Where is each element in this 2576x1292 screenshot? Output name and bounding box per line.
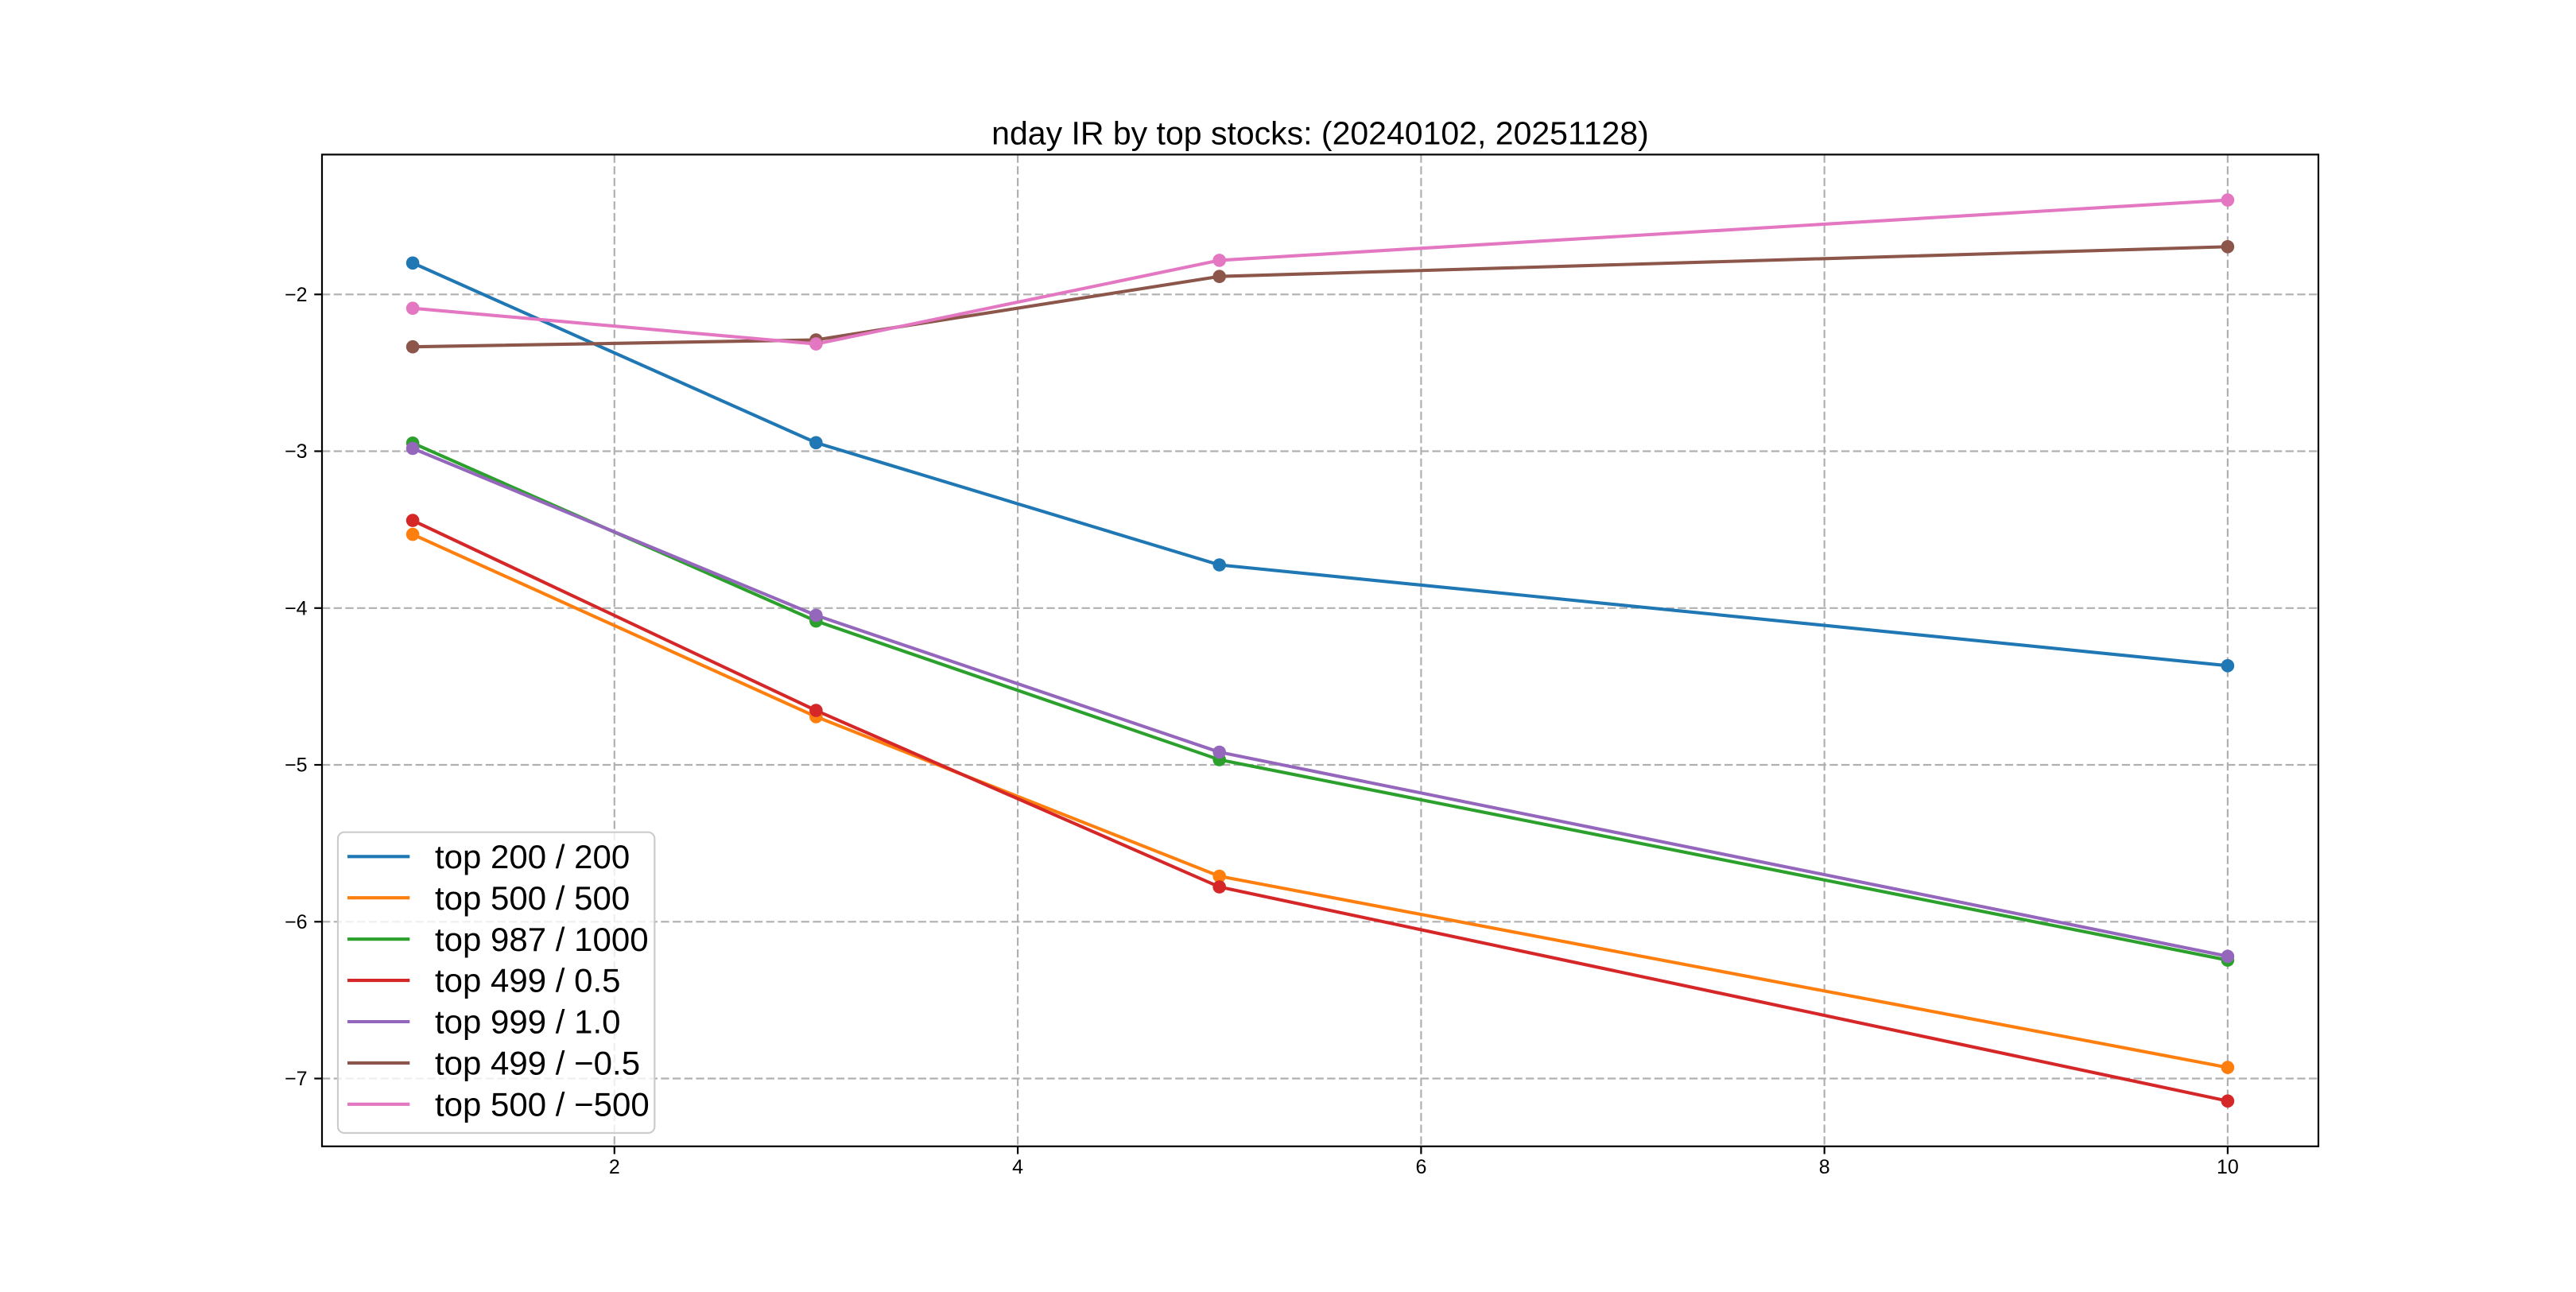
svg-text:top 499 / 0.5: top 499 / 0.5 — [435, 962, 621, 999]
svg-text:−4: −4 — [285, 597, 308, 619]
svg-text:−3: −3 — [285, 440, 308, 463]
svg-text:−7: −7 — [285, 1068, 308, 1090]
svg-text:top 987 / 1000: top 987 / 1000 — [435, 921, 649, 958]
svg-text:8: 8 — [1819, 1156, 1830, 1178]
svg-text:−6: −6 — [285, 911, 308, 933]
svg-text:top 200 / 200: top 200 / 200 — [435, 838, 630, 875]
svg-text:2: 2 — [609, 1156, 620, 1178]
svg-text:top 499 / −0.5: top 499 / −0.5 — [435, 1045, 640, 1082]
svg-text:6: 6 — [1415, 1156, 1426, 1178]
svg-text:10: 10 — [2217, 1156, 2239, 1178]
svg-text:top 999 / 1.0: top 999 / 1.0 — [435, 1003, 621, 1041]
svg-text:nday IR by top stocks: (202401: nday IR by top stocks: (20240102, 202511… — [991, 115, 1649, 152]
svg-text:−2: −2 — [285, 284, 308, 306]
svg-text:top 500 / 500: top 500 / 500 — [435, 879, 630, 917]
svg-text:−5: −5 — [285, 755, 308, 777]
svg-text:4: 4 — [1012, 1156, 1023, 1178]
svg-text:top 500 / −500: top 500 / −500 — [435, 1085, 650, 1123]
